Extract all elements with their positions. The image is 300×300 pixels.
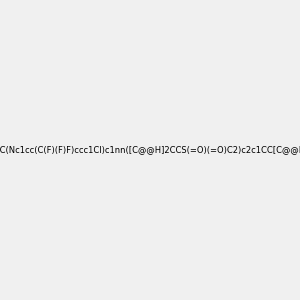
Text: O=C(Nc1cc(C(F)(F)F)ccc1Cl)c1nn([C@@H]2CCS(=O)(=O)C2)c2c1CC[C@@H]2: O=C(Nc1cc(C(F)(F)F)ccc1Cl)c1nn([C@@H]2CC… <box>0 146 300 154</box>
